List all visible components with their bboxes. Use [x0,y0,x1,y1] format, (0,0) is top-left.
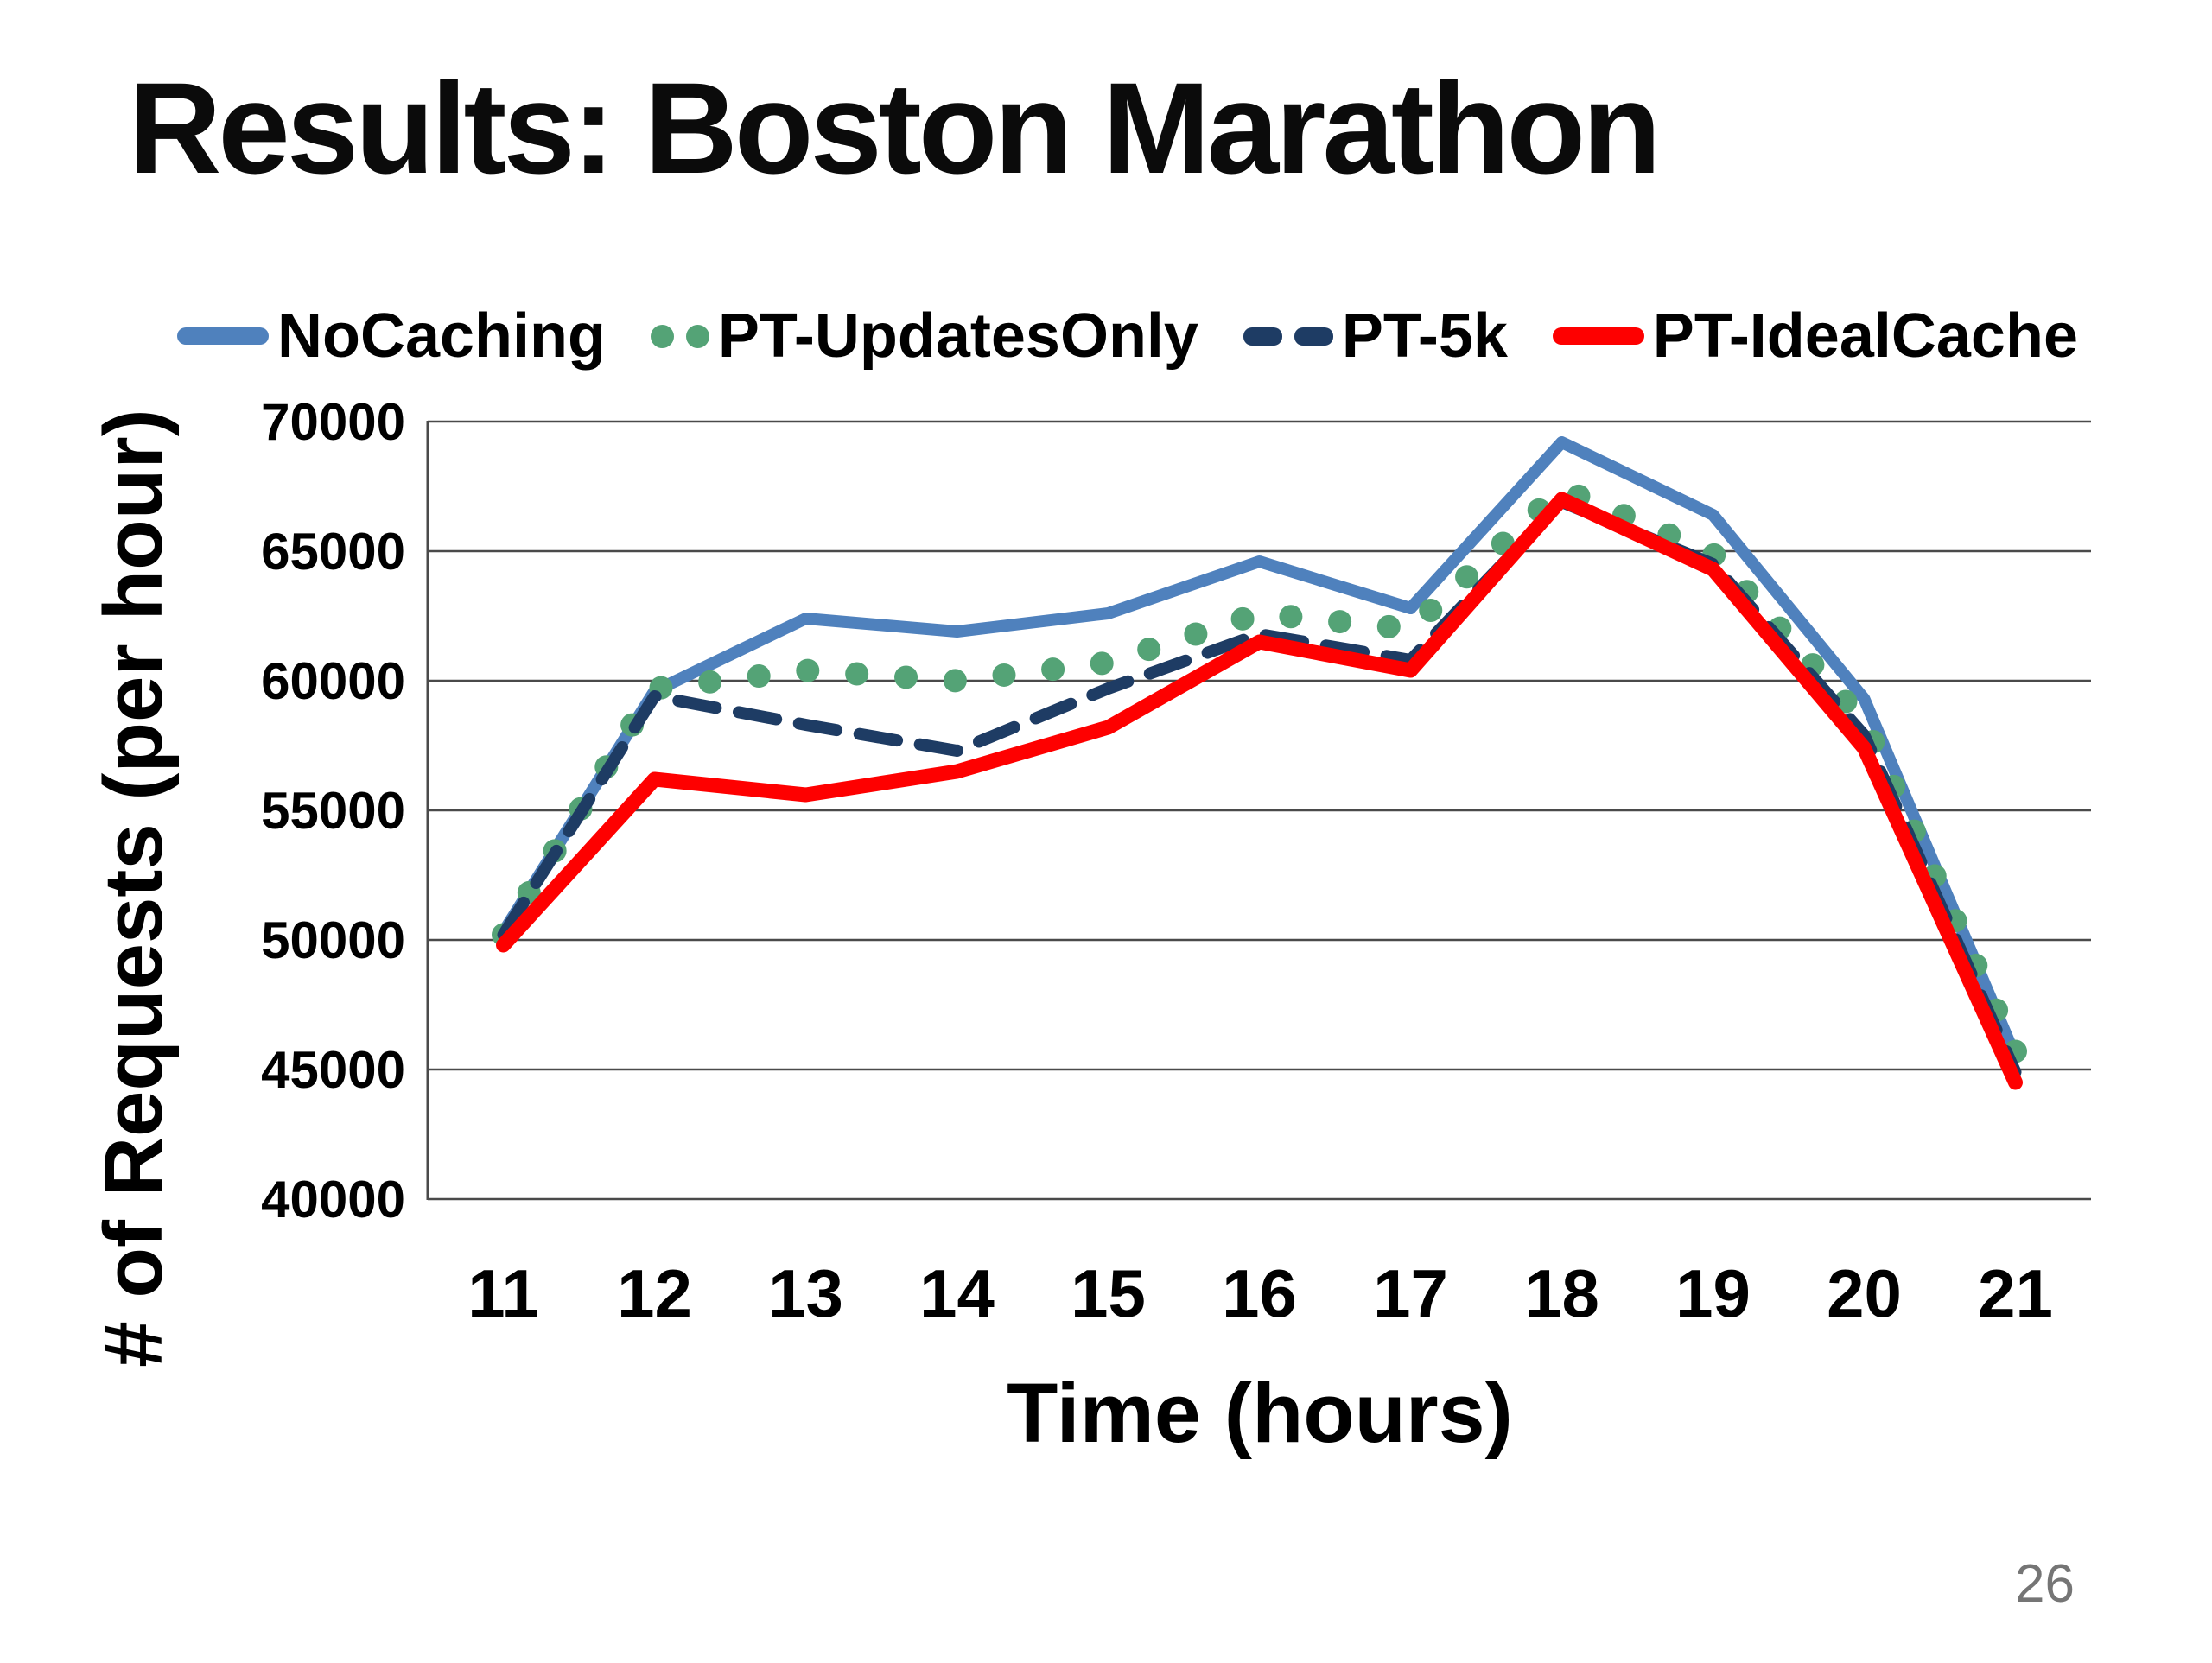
legend-label: PT-5k [1341,301,1508,371]
series-pt-updatesonly-dot [1328,610,1352,634]
series-pt-updatesonly-dot [1090,651,1114,676]
legend-item-nocaching: NoCaching [177,301,606,371]
series-pt-updatesonly-dot [1455,565,1479,589]
legend-swatch-dotted-icon [650,324,709,348]
series-pt-updatesonly-dot [747,664,771,689]
series-pt-updatesonly-dot [698,670,722,694]
series-pt-idealcache-line [496,492,2023,1090]
page-number: 26 [2015,1554,2075,1614]
x-tick-label: 14 [919,1255,995,1331]
x-tick-label: 17 [1373,1255,1448,1331]
y-tick-label: 65000 [261,523,405,581]
y-tick-label: 60000 [261,652,405,710]
series-pt-updatesonly-dot [845,662,869,686]
y-tick-label: 45000 [261,1041,405,1099]
legend-label: NoCaching [277,301,607,371]
series-pt-updatesonly-dot [1376,614,1401,638]
legend-item-pt-updatesonly: PT-UpdatesOnly [650,301,1198,371]
x-tick-label: 19 [1675,1255,1751,1331]
y-axis-title: # of Requests (per hour) [87,409,180,1368]
x-tick-label: 15 [1071,1255,1146,1331]
legend-item-pt-idealcache: PT-IdealCache [1552,301,2078,371]
legend-label: PT-UpdatesOnly [717,301,1198,371]
chart-legend: NoCaching PT-UpdatesOnly PT-5k PT-IdealCach… [177,301,2078,371]
series-pt-updatesonly-dot [1137,638,1161,662]
legend-swatch-part [685,324,709,348]
x-tick-label: 13 [768,1255,843,1331]
x-tick-label: 16 [1222,1255,1297,1331]
series-pt-updatesonly-dot [1184,622,1208,646]
legend-swatch-part [1294,327,1333,346]
series-pt-updatesonly-dot [1834,689,1858,714]
x-tick-label: 11 [467,1255,538,1331]
y-tick-label: 55000 [261,782,405,840]
series-pt-updatesonly-dot [796,658,820,682]
x-tick-label: 21 [1978,1255,2053,1331]
y-tick-label: 70000 [261,393,405,451]
series-pt-updatesonly-dot [943,669,967,693]
legend-swatch-part [650,324,674,348]
y-tick-label: 50000 [261,911,405,969]
series-pt-updatesonly-dot [1041,657,1065,682]
series-pt-updatesonly-dot [1230,606,1255,631]
legend-swatch-solid-icon [1552,327,1644,345]
series-pt-updatesonly-dot [1279,605,1303,629]
legend-swatch-solid-icon [177,327,269,345]
x-tick-label: 12 [617,1255,692,1331]
legend-label: PT-IdealCache [1652,301,2078,371]
x-axis-title: Time (hours) [1007,1366,1513,1460]
legend-swatch-dashed-icon [1243,327,1333,346]
x-tick-label: 20 [1827,1255,1902,1331]
series-pt-updatesonly-dot [1419,598,1443,622]
legend-item-pt-5k: PT-5k [1243,301,1508,371]
x-tick-label: 18 [1524,1255,1599,1331]
series-pt-updatesonly-dot [894,665,918,689]
y-tick-label: 40000 [261,1171,405,1228]
series-pt-updatesonly-dot [992,663,1016,687]
slide-title: Results: Boston Marathon [128,55,1662,200]
series-nocaching-line [497,436,2022,1063]
series-pt-5k-line [497,496,2022,1078]
legend-swatch-part [1243,327,1282,346]
